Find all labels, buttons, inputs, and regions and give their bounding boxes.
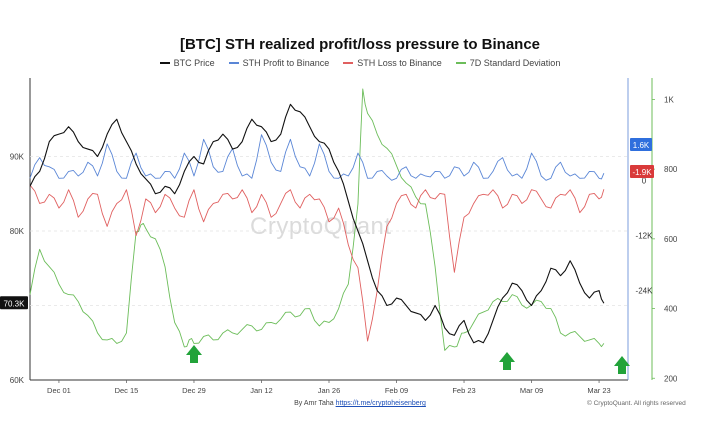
right-outer-tick-label: 1K bbox=[664, 95, 674, 104]
x-tick-label: Mar 09 bbox=[520, 386, 543, 395]
x-tick-label: Jan 12 bbox=[250, 386, 273, 395]
x-tick-label: Mar 23 bbox=[587, 386, 610, 395]
legend-item-std[interactable]: 7D Standard Deviation bbox=[455, 58, 561, 68]
btc-current-label-box bbox=[0, 296, 28, 310]
profit-current-label-text: 1.6K bbox=[633, 141, 650, 150]
arrow-up-icon bbox=[614, 356, 630, 374]
left-tick-label: 90K bbox=[10, 153, 25, 162]
x-tick-label: Dec 15 bbox=[115, 386, 139, 395]
byline-link[interactable]: https://t.me/cryptoheisenberg bbox=[335, 400, 426, 407]
legend-label-btc: BTC Price bbox=[173, 58, 215, 68]
byline-author: By Amr Taha bbox=[294, 400, 334, 407]
legend-item-profit[interactable]: STH Profit to Binance bbox=[228, 58, 330, 68]
legend-swatch-std bbox=[455, 62, 466, 64]
series-line-profit bbox=[29, 134, 605, 181]
btc-current-label-text: 70.3K bbox=[4, 299, 26, 308]
loss-current-label-box bbox=[630, 165, 654, 178]
left-tick-label: 80K bbox=[10, 227, 25, 236]
x-tick-label: Feb 23 bbox=[452, 386, 475, 395]
legend-label-profit: STH Profit to Binance bbox=[242, 58, 330, 68]
right-outer-tick-label: 800 bbox=[664, 165, 678, 174]
x-tick-label: Dec 29 bbox=[182, 386, 206, 395]
btc-current-label: 70.3K bbox=[0, 296, 28, 310]
right-outer-tick-label: 400 bbox=[664, 305, 678, 314]
left-tick-label: 60K bbox=[10, 376, 25, 385]
profit-current-label-box bbox=[630, 138, 652, 151]
byline: By Amr Taha https://t.me/cryptoheisenber… bbox=[0, 400, 720, 407]
loss-current-label-text: -1.9K bbox=[632, 168, 652, 177]
loss-current-label: -1.9K bbox=[630, 165, 654, 178]
series-line-btc bbox=[29, 103, 605, 344]
legend-item-btc[interactable]: BTC Price bbox=[159, 58, 215, 68]
legend-swatch-btc bbox=[159, 62, 170, 64]
arrow-up-icon bbox=[186, 345, 202, 363]
profit-current-label: 1.6K bbox=[630, 138, 652, 151]
legend: BTC Price STH Profit to Binance STH Loss… bbox=[0, 58, 720, 68]
legend-label-loss: STH Loss to Binance bbox=[357, 58, 442, 68]
legend-item-loss[interactable]: STH Loss to Binance bbox=[343, 58, 442, 68]
legend-swatch-profit bbox=[228, 62, 239, 64]
watermark: CryptoQuant bbox=[250, 213, 392, 240]
arrow-up-icon bbox=[499, 352, 515, 370]
right-outer-tick-label: 600 bbox=[664, 235, 678, 244]
series-line-std bbox=[29, 88, 605, 351]
legend-swatch-loss bbox=[343, 62, 354, 64]
chart-title: [BTC] STH realized profit/loss pressure … bbox=[179, 36, 541, 53]
x-tick-label: Jan 26 bbox=[318, 386, 341, 395]
legend-label-std: 7D Standard Deviation bbox=[469, 58, 561, 68]
right-inner-tick-label: 0 bbox=[642, 177, 647, 186]
right-inner-tick-label: -12K bbox=[636, 232, 654, 241]
right-outer-tick-label: 200 bbox=[664, 374, 678, 383]
right-inner-tick-label: -24K bbox=[636, 287, 654, 296]
x-tick-label: Dec 01 bbox=[47, 386, 71, 395]
series-line-loss bbox=[29, 184, 605, 342]
copyright: © CryptoQuant. All rights reserved bbox=[587, 400, 686, 407]
x-tick-label: Feb 09 bbox=[385, 386, 408, 395]
